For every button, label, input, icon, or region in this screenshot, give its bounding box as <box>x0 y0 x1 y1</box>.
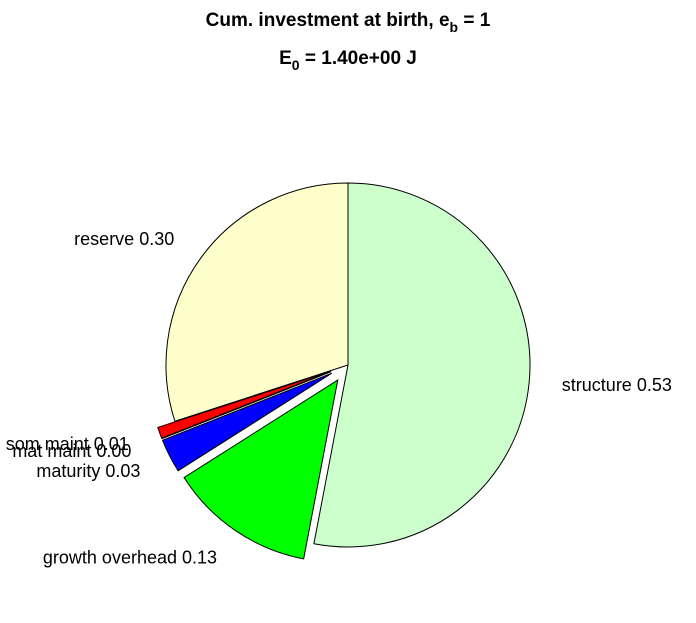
title-subscript: b <box>450 19 459 35</box>
slice-category: som maint <box>6 434 89 454</box>
slice-value: 0.30 <box>139 229 174 249</box>
chart-subtitle: E0 = 1.40e+00 J <box>279 48 417 73</box>
pie-slice <box>161 372 333 472</box>
slice-category: maturity <box>36 461 100 481</box>
pie-slice <box>161 371 332 440</box>
slice-label: growth overhead 0.13 <box>43 548 217 568</box>
slice-label: maturity 0.03 <box>36 461 140 481</box>
slice-value: 0.53 <box>637 375 672 395</box>
subtitle-text: = 1.40e+00 J <box>300 48 417 69</box>
pie-slice <box>165 182 349 422</box>
slice-value: 0.13 <box>182 548 217 568</box>
slice-category: mat maint <box>12 441 91 461</box>
slice-category: structure <box>562 375 632 395</box>
pie-slice <box>157 370 332 439</box>
chart-title: Cum. investment at birth, eb = 1 <box>206 10 491 35</box>
subtitle-subscript: 0 <box>292 57 300 73</box>
slice-value: 0.01 <box>94 434 129 454</box>
subtitle-text: E <box>279 48 292 69</box>
slice-value: 0.03 <box>105 461 140 481</box>
slice-label: mat maint 0.00 <box>12 441 131 461</box>
slice-category: growth overhead <box>43 548 177 568</box>
pie-slice <box>313 182 531 548</box>
slice-value: 0.00 <box>96 441 131 461</box>
pie-slice <box>183 379 339 560</box>
slice-label: structure 0.53 <box>562 375 672 395</box>
title-text: = 1 <box>458 10 491 31</box>
title-text: Cum. investment at birth, e <box>206 10 450 31</box>
slice-label: reserve 0.30 <box>74 229 174 249</box>
slice-category: reserve <box>74 229 134 249</box>
slice-label: som maint 0.01 <box>6 434 129 454</box>
